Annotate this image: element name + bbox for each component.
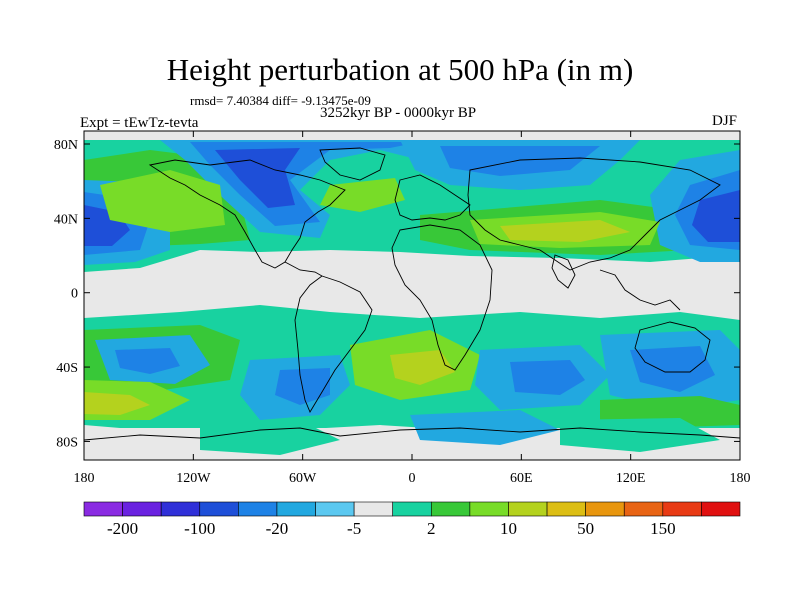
colorbar-label: 2 [427, 519, 436, 538]
colorbar-swatch [238, 501, 278, 517]
colorbar-label: 50 [577, 519, 594, 538]
colorbar-label: 10 [500, 519, 517, 538]
colorbar-swatch [508, 501, 548, 517]
colorbar-swatch [276, 501, 316, 517]
contour-fill [560, 418, 720, 452]
colorbar: -200 -100 -20 -5 2 10 50 150 [83, 501, 741, 538]
longitude-axis: 180 120W 60W 0 60E 120E 180 [74, 131, 751, 486]
rmsd-diff-text: rmsd= 7.40384 diff= -9.13475e-09 [190, 93, 371, 108]
contour-fill [100, 170, 225, 232]
colorbar-label: -200 [107, 519, 138, 538]
colorbar-swatch [546, 501, 586, 517]
contour-fill [510, 360, 585, 395]
contour-fill [500, 220, 630, 242]
contour-fill [692, 190, 740, 242]
lat-label: 0 [71, 287, 78, 302]
contour-fill [390, 350, 455, 385]
colorbar-label: -100 [184, 519, 215, 538]
colorbar-swatch [353, 501, 394, 517]
lon-label: 120E [616, 471, 646, 486]
contour-field [84, 131, 740, 460]
colorbar-swatch [122, 501, 162, 517]
lon-label: 0 [409, 471, 416, 486]
colorbar-swatch [585, 501, 625, 517]
experiment-label: Expt = tEwTz-tevta [80, 115, 199, 131]
colorbar-swatch [392, 501, 432, 517]
lat-label: 40N [54, 212, 78, 227]
lon-label: 60W [289, 471, 317, 486]
colorbar-swatch [701, 501, 741, 517]
contour-fill [440, 146, 600, 176]
contour-fill [320, 178, 405, 212]
colorbar-label: 150 [650, 519, 676, 538]
colorbar-swatch [160, 501, 201, 517]
season-label: DJF [712, 113, 738, 129]
contour-fill [630, 346, 715, 392]
colorbar-label: -20 [266, 519, 289, 538]
contour-fill [410, 410, 560, 445]
lon-label: 180 [730, 471, 751, 486]
lat-label: 80N [54, 138, 78, 153]
colorbar-swatch [469, 501, 509, 517]
lon-label: 180 [74, 471, 95, 486]
lat-label: 80S [56, 435, 78, 450]
colorbar-label: -5 [347, 519, 361, 538]
colorbar-swatch [315, 501, 355, 517]
colorbar-swatch [662, 501, 702, 517]
contour-fill [84, 392, 150, 415]
latitude-axis: 80N 40N 0 40S 80S [54, 138, 740, 450]
lon-label: 60E [510, 471, 533, 486]
contour-fill [115, 348, 180, 374]
map-title: Height perturbation at 500 hPa (in m) [166, 52, 634, 87]
lon-label: 120W [176, 471, 211, 486]
period-text: 3252kyr BP - 0000kyr BP [320, 105, 477, 121]
coastlines [84, 147, 740, 441]
colorbar-swatch [83, 501, 123, 517]
colorbar-swatch [623, 501, 664, 517]
contour-fill [215, 148, 300, 208]
colorbar-swatch [430, 501, 471, 517]
lat-label: 40S [56, 361, 78, 376]
colorbar-swatch [199, 501, 239, 517]
